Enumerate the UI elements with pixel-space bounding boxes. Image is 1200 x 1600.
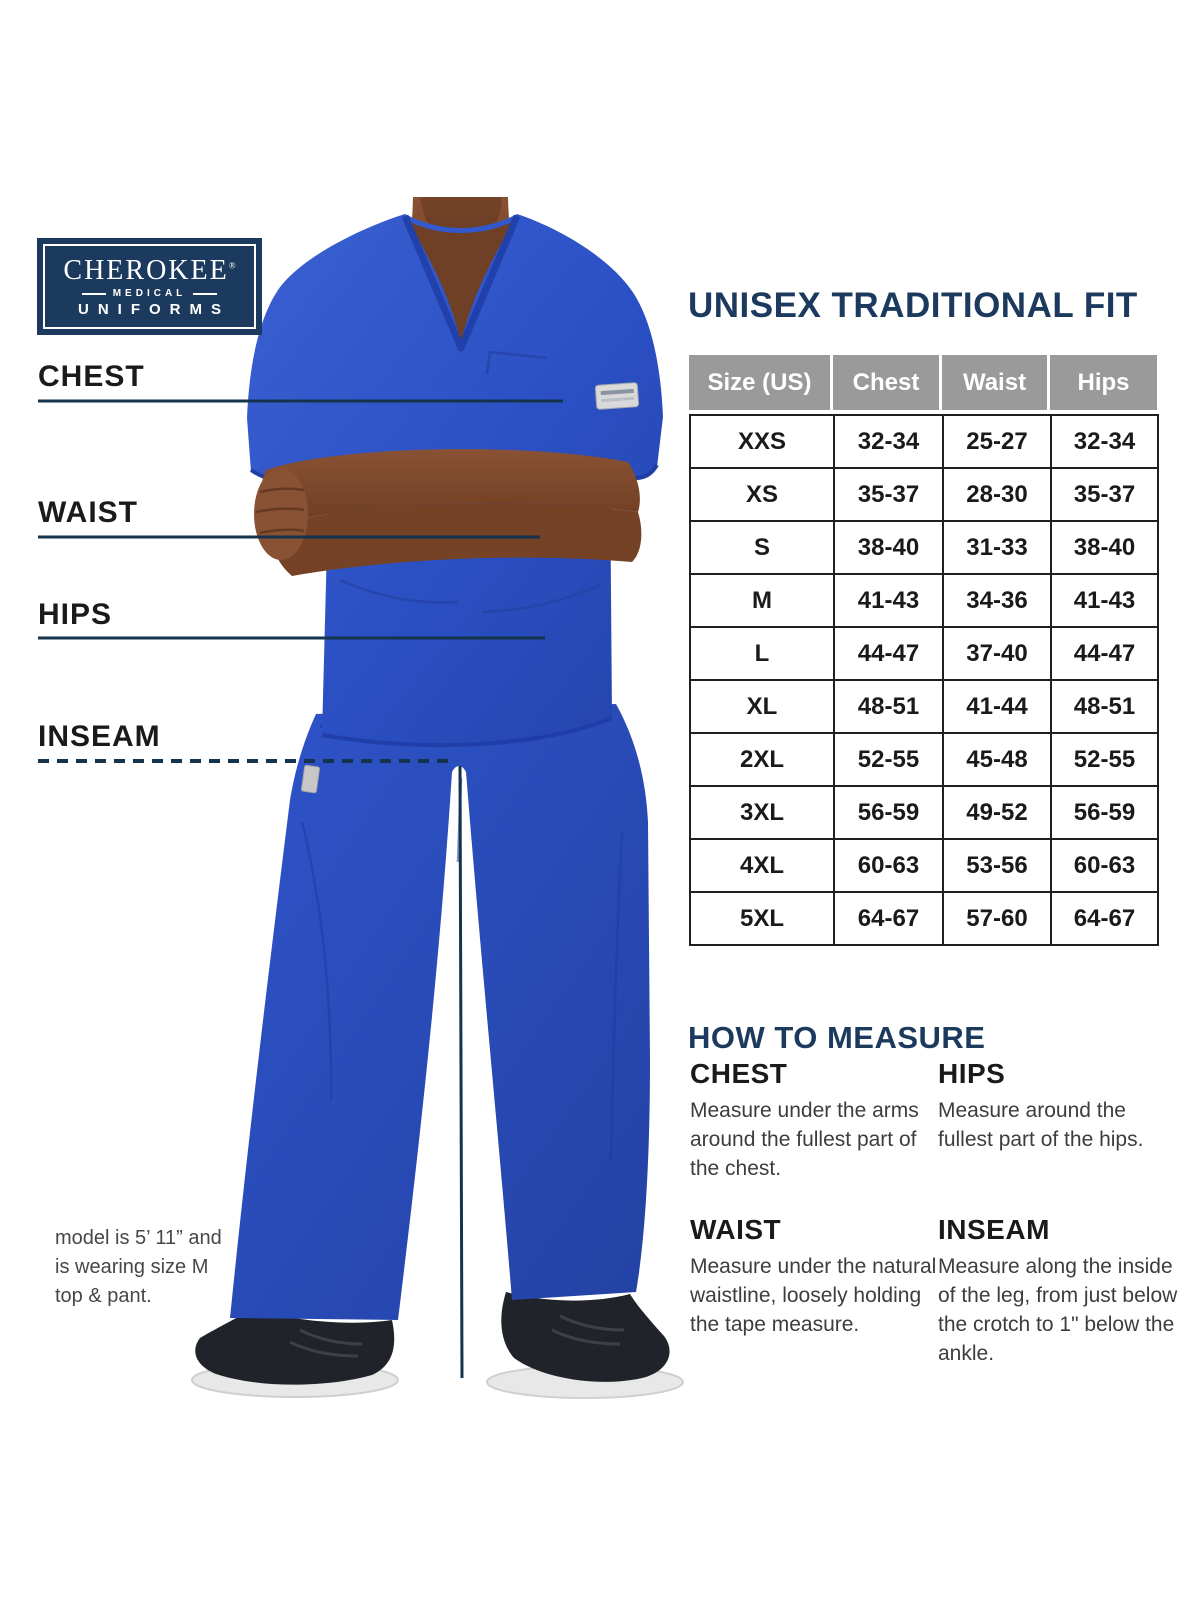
size-label-cell: XS xyxy=(689,467,835,522)
how-to-inseam-section: INSEAM Measure along the inside of the l… xyxy=(938,1216,1178,1368)
measurement-cell: 25-27 xyxy=(942,414,1052,469)
measurement-cell: 57-60 xyxy=(942,891,1052,946)
model-note-line: model is 5’ 11” and xyxy=(55,1227,222,1249)
brand-logo: CHEROKEE® MEDICAL UNIFORMS xyxy=(37,238,262,335)
measurement-cell: 37-40 xyxy=(942,626,1052,681)
size-label-cell: XL xyxy=(689,679,835,734)
column-header-chest: Chest xyxy=(833,355,942,410)
size-table-header: Size (US) Chest Waist Hips xyxy=(689,355,1157,410)
section-heading: WAIST xyxy=(690,1214,782,1245)
dash-right xyxy=(193,292,218,295)
section-text: Measure along the inside of the leg, fro… xyxy=(938,1255,1178,1365)
measurement-cell: 38-40 xyxy=(833,520,944,575)
section-text: Measure under the natural waistline, loo… xyxy=(690,1255,937,1336)
model-figure xyxy=(191,197,684,1399)
section-heading: HIPS xyxy=(938,1058,1006,1089)
measurement-cell: 64-67 xyxy=(833,891,944,946)
model-note-line: is wearing size M xyxy=(55,1256,209,1278)
column-header-hips: Hips xyxy=(1077,368,1130,396)
size-label-cell: 2XL xyxy=(689,732,835,787)
size-label-cell: L xyxy=(689,626,835,681)
measurement-cell: 64-67 xyxy=(1050,891,1159,946)
left-shoe xyxy=(191,1308,399,1398)
measurement-cell: 35-37 xyxy=(1050,467,1159,522)
column-header-size-us: Size (US) xyxy=(689,355,833,410)
size-row: 4XL 60-63 53-56 60-63 xyxy=(689,838,1159,893)
how-to-hips-section: HIPS Measure around the fullest part of … xyxy=(938,1060,1166,1154)
pants-side-tag xyxy=(301,764,320,794)
measurement-cell: 53-56 xyxy=(942,838,1052,893)
measurement-cell: 41-44 xyxy=(942,679,1052,734)
measurement-cell: 28-30 xyxy=(942,467,1052,522)
measurement-cell: 32-34 xyxy=(833,414,944,469)
size-table: XXS 32-34 25-27 32-34 XS 35-37 28-30 35-37 S 38-4… xyxy=(689,414,1159,946)
registered-mark: ® xyxy=(228,260,236,271)
size-chart-title: UNISEX TRADITIONAL FIT xyxy=(688,286,1138,325)
measurement-cell: 44-47 xyxy=(833,626,944,681)
measurement-cell: 31-33 xyxy=(942,520,1052,575)
measurement-cell: 52-55 xyxy=(833,732,944,787)
hand xyxy=(254,468,308,560)
brand-product-line: UNIFORMS xyxy=(78,300,230,318)
measurement-cell: 52-55 xyxy=(1050,732,1159,787)
size-row: XL 48-51 41-44 48-51 xyxy=(689,679,1159,734)
measurement-cell: 56-59 xyxy=(1050,785,1159,840)
size-row: XXS 32-34 25-27 32-34 xyxy=(689,414,1159,469)
measurement-cell: 49-52 xyxy=(942,785,1052,840)
section-text: Measure under the arms around the fulles… xyxy=(690,1099,919,1180)
measurement-cell: 60-63 xyxy=(833,838,944,893)
size-label-cell: 5XL xyxy=(689,891,835,946)
model-note: model is 5’ 11” and is wearing size M to… xyxy=(55,1224,222,1311)
measurement-cell: 38-40 xyxy=(1050,520,1159,575)
column-header-waist: Waist xyxy=(942,355,1050,410)
measurement-cell: 35-37 xyxy=(833,467,944,522)
model-note-line: top & pant. xyxy=(55,1285,152,1307)
size-row: XS 35-37 28-30 35-37 xyxy=(689,467,1159,522)
measurement-cell: 41-43 xyxy=(1050,573,1159,628)
chest-label: CHEST xyxy=(38,360,145,393)
measurement-cell: 45-48 xyxy=(942,732,1052,787)
how-to-waist-section: WAIST Measure under the natural waistlin… xyxy=(690,1216,942,1339)
measurement-cell: 32-34 xyxy=(1050,414,1159,469)
crossed-arms xyxy=(254,449,642,576)
measurement-cell: 44-47 xyxy=(1050,626,1159,681)
section-text: Measure around the fullest part of the h… xyxy=(938,1099,1144,1151)
scrub-pants xyxy=(230,704,650,1320)
measurement-cell: 48-51 xyxy=(1050,679,1159,734)
hips-label: HIPS xyxy=(38,598,113,631)
section-heading: CHEST xyxy=(690,1058,788,1089)
how-to-chest-section: CHEST Measure under the arms around the … xyxy=(690,1060,942,1183)
size-row: 3XL 56-59 49-52 56-59 xyxy=(689,785,1159,840)
measurement-cell: 41-43 xyxy=(833,573,944,628)
size-label-cell: M xyxy=(689,573,835,628)
measurement-cell: 48-51 xyxy=(833,679,944,734)
size-row: S 38-40 31-33 38-40 xyxy=(689,520,1159,575)
size-row: L 44-47 37-40 44-47 xyxy=(689,626,1159,681)
brand-logo-frame: CHEROKEE® MEDICAL UNIFORMS xyxy=(43,244,256,329)
measurement-cell: 60-63 xyxy=(1050,838,1159,893)
measurement-cell: 56-59 xyxy=(833,785,944,840)
brand-name: CHEROKEE® xyxy=(63,254,236,286)
size-label-cell: 3XL xyxy=(689,785,835,840)
size-label-cell: S xyxy=(689,520,835,575)
size-label-cell: 4XL xyxy=(689,838,835,893)
right-shoe xyxy=(486,1292,684,1399)
size-row: M 41-43 34-36 41-43 xyxy=(689,573,1159,628)
size-label-cell: XXS xyxy=(689,414,835,469)
dash-left xyxy=(81,292,106,295)
waist-label: WAIST xyxy=(38,496,138,529)
section-heading: INSEAM xyxy=(938,1214,1050,1245)
size-row: 5XL 64-67 57-60 64-67 xyxy=(689,891,1159,946)
size-row: 2XL 52-55 45-48 52-55 xyxy=(689,732,1159,787)
inseam-label: INSEAM xyxy=(38,720,161,753)
measurement-cell: 34-36 xyxy=(942,573,1052,628)
sleeve-brand-tag xyxy=(594,382,640,410)
size-table-body: XXS 32-34 25-27 32-34 XS 35-37 28-30 35-37 S 38-4… xyxy=(689,414,1159,946)
how-to-measure-title: HOW TO MEASURE xyxy=(688,1020,986,1055)
brand-division: MEDICAL xyxy=(81,288,218,299)
